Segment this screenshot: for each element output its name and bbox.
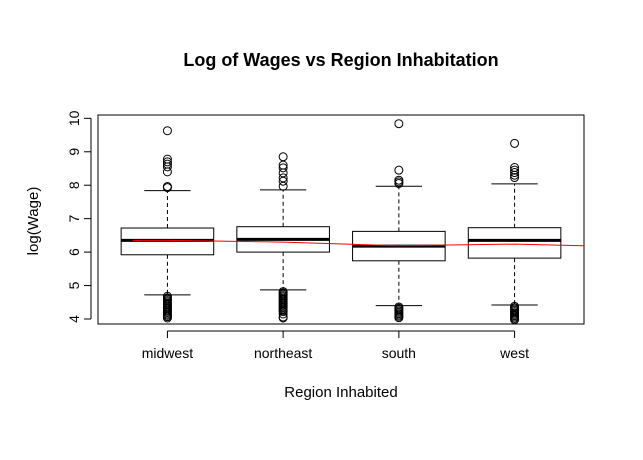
outlier-point <box>510 165 520 175</box>
outlier-point <box>510 168 520 178</box>
outlier-point <box>278 152 288 162</box>
outlier-point <box>278 313 288 323</box>
outliers <box>162 119 520 325</box>
outlier-point <box>394 175 404 185</box>
outlier-point <box>394 313 404 323</box>
outlier-point <box>394 165 404 175</box>
outlier-point <box>162 159 172 169</box>
x-tick-label: west <box>499 345 529 361</box>
y-tick-label: 7 <box>66 215 82 223</box>
x-axis: midwest northeast south west <box>142 330 529 361</box>
y-axis: 4 5 6 7 8 9 10 <box>66 110 92 323</box>
y-tick-label: 5 <box>66 281 82 289</box>
y-tick-label: 6 <box>66 248 82 256</box>
x-tick-label: midwest <box>142 345 193 361</box>
outlier-point <box>278 163 288 173</box>
x-axis-label: Region Inhabited <box>284 384 397 401</box>
outlier-point <box>278 309 288 319</box>
plot-frame <box>97 114 585 325</box>
outlier-point <box>394 119 404 129</box>
trend-line-group <box>132 239 585 247</box>
outlier-point <box>162 126 172 136</box>
outlier-point <box>162 313 172 323</box>
outlier-point <box>162 182 172 192</box>
outlier-point <box>278 173 288 183</box>
outlier-point <box>510 163 520 173</box>
x-tick-label: northeast <box>254 345 312 361</box>
outlier-point <box>162 154 172 164</box>
trend-line <box>132 239 585 247</box>
y-tick-label: 10 <box>66 110 82 126</box>
outlier-point <box>510 315 520 325</box>
outlier-point <box>510 173 520 183</box>
outlier-point <box>510 138 520 148</box>
chart-title: Log of Wages vs Region Inhabitation <box>183 50 498 70</box>
y-tick-label: 4 <box>66 315 82 323</box>
y-axis-label: log(Wage) <box>25 187 42 256</box>
outlier-point <box>162 157 172 167</box>
y-tick-label: 8 <box>66 181 82 189</box>
x-tick-label: south <box>382 345 416 361</box>
outlier-point <box>278 307 288 317</box>
y-tick-label: 9 <box>66 148 82 156</box>
box-iqr <box>467 227 562 259</box>
